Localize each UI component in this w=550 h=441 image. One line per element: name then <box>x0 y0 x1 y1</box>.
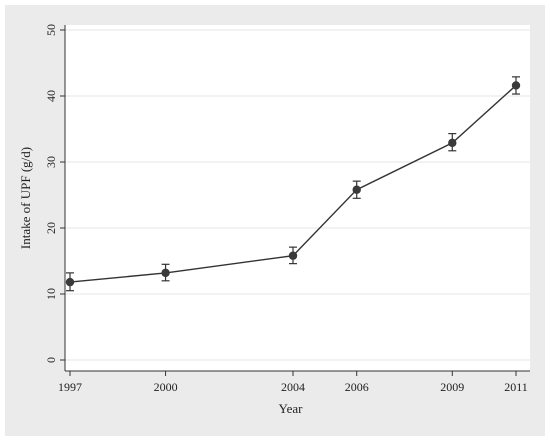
y-tick-label: 30 <box>44 156 58 168</box>
data-point <box>288 251 298 260</box>
gridlines <box>65 29 530 361</box>
x-tick-label: 2006 <box>345 380 369 394</box>
y-tick-label: 40 <box>44 90 58 102</box>
y-tick-label: 10 <box>44 288 58 300</box>
x-tick-label: 2011 <box>504 380 528 394</box>
data-point <box>448 138 457 148</box>
x-tick-label: 2004 <box>281 380 305 394</box>
axes: 0 10 20 30 40 50 1997 2000 2004 2006 2009 2011 <box>44 24 530 394</box>
y-tick-label: 0 <box>44 357 58 363</box>
y-tick-label: 50 <box>44 24 58 36</box>
data-point <box>65 277 75 287</box>
x-tick-label: 2009 <box>440 380 464 394</box>
y-axis-title: Intake of UPF (g/d) <box>18 147 33 249</box>
chart-figure: 0 10 20 30 40 50 1997 2000 2004 2006 2009 2011 Year… <box>5 5 545 436</box>
x-tick-label: 1997 <box>58 380 82 394</box>
line-chart: 0 10 20 30 40 50 1997 2000 2004 2006 2009 2011 Year… <box>18 24 530 416</box>
plot-area <box>65 25 530 371</box>
data-point <box>352 185 361 194</box>
series-line <box>69 84 517 283</box>
x-tick-label: 2000 <box>154 380 178 394</box>
x-axis-title: Year <box>279 401 304 416</box>
data-point <box>161 268 170 278</box>
data-series <box>65 76 521 292</box>
data-point <box>511 81 521 90</box>
y-tick-label: 20 <box>44 222 58 234</box>
